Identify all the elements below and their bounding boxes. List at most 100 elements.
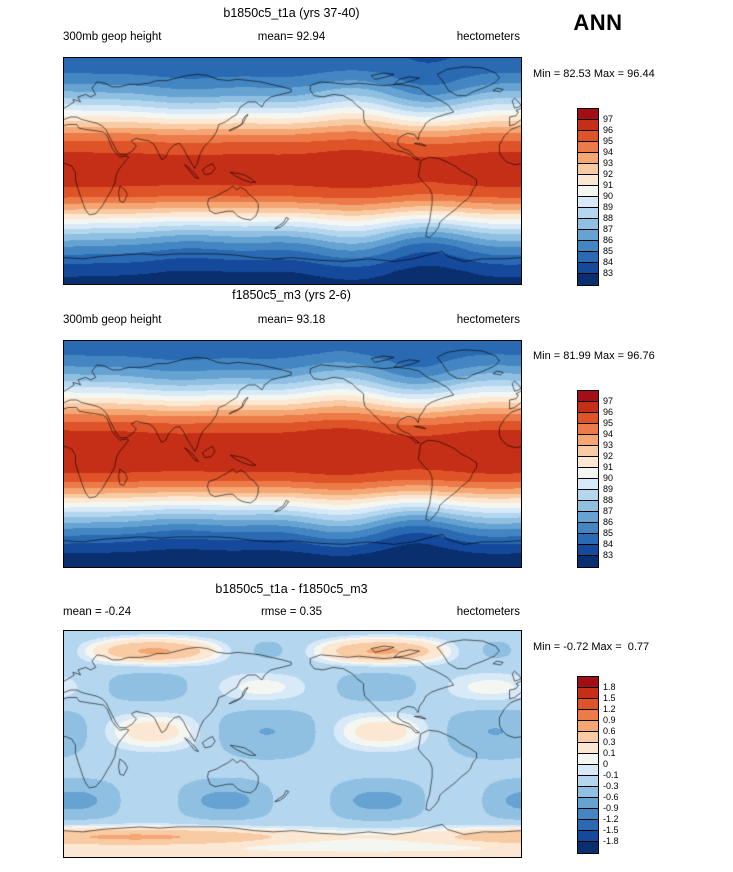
colorbar-tick-label: 90 <box>603 191 614 201</box>
colorbar-swatch <box>578 820 598 831</box>
colorbar-swatch <box>578 153 598 164</box>
colorbar-tick-label: 89 <box>603 484 614 494</box>
colorbar-swatch <box>578 710 598 721</box>
mean-label-control: mean= 93.18 <box>257 314 326 326</box>
minmax-label-control: Min = 81.99 Max = 96.76 <box>533 350 655 362</box>
colorbar-tick-label: 87 <box>603 506 614 516</box>
colorbar-tick-label: 84 <box>603 539 614 549</box>
minmax-label-case: Min = 82.53 Max = 96.44 <box>533 68 655 80</box>
colorbar-swatch <box>578 512 598 523</box>
colorbar-swatch <box>578 402 598 413</box>
colorbar-swatch <box>578 490 598 501</box>
colorbar-tick-label: 94 <box>603 147 614 157</box>
colorbar-swatch <box>578 809 598 820</box>
units-label-control: hectometers <box>456 314 520 326</box>
colorbar-tick-label: 87 <box>603 224 614 234</box>
colorbar-tick-label: 91 <box>603 462 614 472</box>
colorbar-swatch <box>578 677 598 688</box>
panel-title-case: b1850c5_t1a (yrs 37-40) <box>223 6 360 20</box>
units-label-case: hectometers <box>456 31 520 43</box>
colorbar-swatch <box>578 274 598 285</box>
colorbar-swatch <box>578 842 598 853</box>
colorbar-tick-label: -0.9 <box>603 803 619 813</box>
colorbar-tick-label: 0.1 <box>603 748 616 758</box>
colorbar-tick-label: 94 <box>603 429 614 439</box>
panel-info-row-difference: mean = -0.24 rmse = 0.35 hectometers <box>63 606 520 620</box>
colorbar-tick-label: 1.8 <box>603 682 616 692</box>
colorbar-tick-label: 97 <box>603 396 614 406</box>
colorbar-swatch <box>578 479 598 490</box>
panel-title-control: f1850c5_m3 (yrs 2-6) <box>232 288 351 302</box>
colorbar-swatch <box>578 131 598 142</box>
colorbar-tick-label: 96 <box>603 125 614 135</box>
colorbar-tick-label: 1.5 <box>603 693 616 703</box>
variable-label-control: 300mb geop height <box>63 314 162 326</box>
colorbar-tick-label: 92 <box>603 169 614 179</box>
colorbar-swatch <box>578 688 598 699</box>
colorbar-swatch <box>578 468 598 479</box>
colorbar-tick-label: 97 <box>603 114 614 124</box>
colorbar-swatch <box>578 534 598 545</box>
colorbar-tick-label: -1.5 <box>603 825 619 835</box>
colorbar-swatch <box>578 391 598 402</box>
colorbar-swatch <box>578 743 598 754</box>
colorbar-swatch <box>578 435 598 446</box>
colorbar-swatch <box>578 545 598 556</box>
colorbar-tick-label: 86 <box>603 517 614 527</box>
colorbar-tick-label: 0 <box>603 759 609 769</box>
colorbar-swatch <box>578 798 598 809</box>
colorbar-tick-label: 92 <box>603 451 614 461</box>
colorbar-tick-label: 83 <box>603 550 614 560</box>
colorbar-tick-label: 85 <box>603 246 614 256</box>
colorbar-tick-label: -0.6 <box>603 792 619 802</box>
mean-label-case: mean= 92.94 <box>257 31 326 43</box>
colorbar-tick-label: 89 <box>603 202 614 212</box>
colorbar-swatch <box>578 523 598 534</box>
rmse-label-difference: rmse = 0.35 <box>260 606 323 618</box>
map-difference <box>63 630 522 858</box>
colorbar-control: 97 96 95 94 93 92 91 90 89 88 87 86 85 84 83 <box>577 390 613 568</box>
minmax-label-difference: Min = -0.72 Max = 0.77 <box>533 641 650 653</box>
units-label-difference: hectometers <box>456 606 520 618</box>
colorbar-swatch <box>578 446 598 457</box>
colorbar-tick-label: 93 <box>603 158 614 168</box>
colorbar-swatch <box>578 721 598 732</box>
colorbar-swatch <box>578 142 598 153</box>
mean-label-difference: mean = -0.24 <box>63 606 132 618</box>
colorbar-swatch <box>578 413 598 424</box>
panel-title-difference: b1850c5_t1a - f1850c5_m3 <box>215 582 368 596</box>
colorbar-difference: 1.8 1.5 1.2 0.9 0.6 0.3 0.1 0 -0.1 -0.3 -0.6 -0.9 -1… <box>577 676 619 854</box>
colorbar-swatch <box>578 186 598 197</box>
colorbar-swatch <box>578 501 598 512</box>
colorbar-tick-label: 90 <box>603 473 614 483</box>
colorbar-tick-label: 96 <box>603 407 614 417</box>
panel-info-row-case: 300mb geop height mean= 92.94 hectometer… <box>63 31 520 45</box>
colorbar-swatch <box>578 556 598 567</box>
colorbar-tick-label: -0.3 <box>603 781 619 791</box>
colorbar-swatch <box>578 765 598 776</box>
colorbar-swatch <box>578 219 598 230</box>
map-case <box>63 57 522 285</box>
colorbar-tick-label: 1.2 <box>603 704 616 714</box>
colorbar-swatch <box>578 424 598 435</box>
colorbar-swatch <box>578 175 598 186</box>
colorbar-tick-label: 0.3 <box>603 737 616 747</box>
colorbar-swatch <box>578 197 598 208</box>
colorbar-tick-label: 85 <box>603 528 614 538</box>
colorbar-swatch <box>578 732 598 743</box>
colorbar-tick-label: 84 <box>603 257 614 267</box>
colorbar-swatch <box>578 263 598 274</box>
colorbar-tick-label: 95 <box>603 418 614 428</box>
colorbar-tick-label: 93 <box>603 440 614 450</box>
colorbar-swatch <box>578 109 598 120</box>
colorbar-tick-label: 95 <box>603 136 614 146</box>
colorbar-tick-label: -0.1 <box>603 770 619 780</box>
colorbar-swatch <box>578 699 598 710</box>
colorbar-case: 97 96 95 94 93 92 91 90 89 88 87 86 85 84 83 <box>577 108 613 286</box>
colorbar-tick-label: 83 <box>603 268 614 278</box>
colorbar-swatch <box>578 754 598 765</box>
season-label: ANN <box>573 10 623 35</box>
colorbar-tick-label: -1.8 <box>603 836 619 846</box>
colorbar-swatch <box>578 241 598 252</box>
colorbar-tick-label: 88 <box>603 213 614 223</box>
